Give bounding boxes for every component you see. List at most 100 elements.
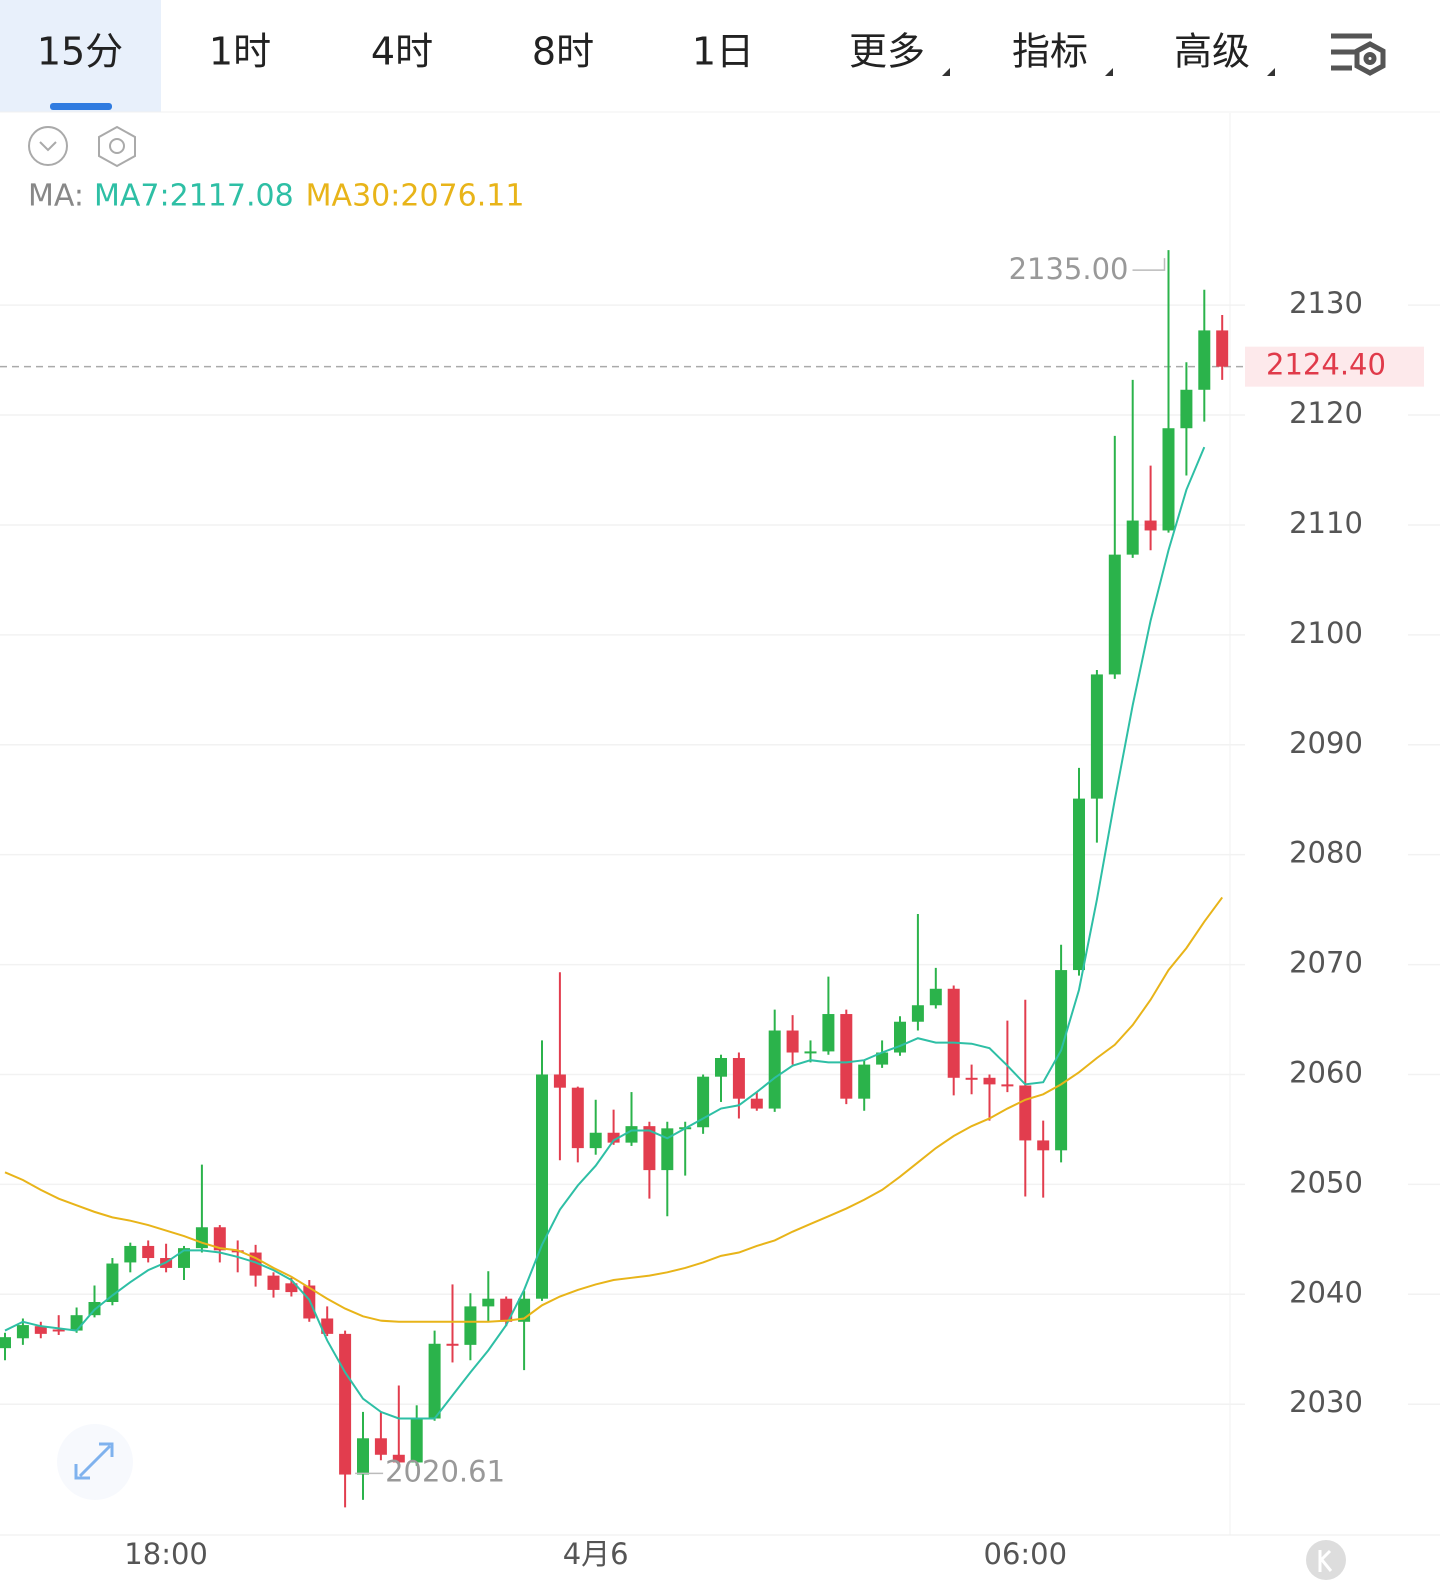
- ma-line: [4, 446, 1206, 1420]
- candle-body: [195, 1227, 208, 1249]
- candle-body: [374, 1438, 387, 1455]
- candle-body: [983, 1077, 996, 1085]
- candle-body: [876, 1052, 889, 1065]
- candle-body: [1001, 1084, 1014, 1087]
- ma-line: [4, 896, 1224, 1323]
- candle-body: [1019, 1085, 1032, 1141]
- tab[interactable]: 1时: [209, 30, 271, 74]
- candle-body: [822, 1014, 835, 1052]
- tab[interactable]: 4时: [371, 30, 433, 74]
- candle-body: [34, 1326, 47, 1334]
- candle-body: [1180, 389, 1193, 429]
- candle-body: [750, 1098, 763, 1109]
- candle-body: [339, 1333, 352, 1475]
- legend-item: MA30:2076.11: [306, 179, 525, 214]
- dropdown-mark: [1267, 68, 1275, 76]
- candle-body: [625, 1126, 638, 1143]
- y-tick-label: 2080: [1289, 836, 1363, 870]
- y-tick-label: 2130: [1289, 286, 1363, 320]
- candle-body: [965, 1077, 978, 1080]
- candle-body: [357, 1438, 369, 1475]
- candle-body: [0, 1337, 11, 1349]
- candle-body: [643, 1126, 656, 1171]
- tab[interactable]: 8时: [532, 30, 594, 74]
- tab[interactable]: 1日: [692, 30, 754, 74]
- candle-body: [697, 1076, 710, 1128]
- candle-body: [124, 1245, 137, 1263]
- candle-body: [1162, 428, 1175, 531]
- candle-body: [732, 1058, 745, 1099]
- y-tick-label: 2090: [1289, 726, 1363, 760]
- candle-body: [446, 1343, 459, 1346]
- tab[interactable]: 15分: [37, 30, 123, 74]
- candle-body: [482, 1298, 495, 1307]
- x-tick-label: 18:00: [124, 1537, 208, 1571]
- chart: MA: MA7:2117.08 MA30:2076.11 2030 2040 2050 20…: [0, 179, 1440, 1571]
- dropdown-mark: [1105, 68, 1113, 76]
- candle-body: [142, 1245, 155, 1259]
- last-price-bg: [1245, 346, 1424, 387]
- candle-body: [553, 1074, 566, 1088]
- x-tick-label: 4月6: [563, 1537, 629, 1571]
- candle-body: [70, 1315, 83, 1331]
- candle-body: [1216, 330, 1229, 367]
- candle-body: [410, 1418, 423, 1463]
- candle-body: [947, 988, 960, 1078]
- candle-body: [929, 988, 942, 1006]
- candle-body: [536, 1074, 548, 1299]
- y-tick-label: 2030: [1289, 1385, 1363, 1419]
- tab[interactable]: 指标: [1012, 30, 1088, 74]
- x-tick-label: 06:00: [984, 1537, 1068, 1571]
- legend-item: MA7:2117.08: [94, 179, 294, 214]
- candle-body: [1108, 554, 1121, 675]
- candle-body: [1037, 1140, 1050, 1151]
- settings-icon[interactable]: [1331, 33, 1386, 76]
- candle-body: [786, 1030, 799, 1053]
- candle-body: [1126, 520, 1139, 555]
- y-tick-label: 2060: [1289, 1055, 1363, 1089]
- y-tick-label: 2050: [1289, 1165, 1363, 1199]
- candle-body: [392, 1454, 405, 1463]
- candle-body: [428, 1343, 441, 1419]
- candle-body: [285, 1283, 298, 1293]
- candle-body: [321, 1318, 334, 1334]
- tab[interactable]: 更多: [849, 30, 925, 74]
- candle-body: [16, 1325, 29, 1339]
- candle-body: [589, 1132, 602, 1149]
- ma-prefix: MA:: [28, 179, 84, 214]
- dropdown-mark: [942, 68, 950, 76]
- y-tick-label: 2100: [1289, 616, 1363, 650]
- settings-hex-icon[interactable]: [98, 125, 136, 168]
- candle-body: [1198, 330, 1211, 390]
- y-tick-label: 2040: [1289, 1275, 1363, 1309]
- candle-body: [858, 1064, 871, 1099]
- candle-body: [213, 1227, 226, 1251]
- tab[interactable]: 高级: [1174, 30, 1250, 74]
- candle-body: [804, 1051, 817, 1054]
- k-button[interactable]: [1306, 1540, 1346, 1580]
- collapse-icon[interactable]: [28, 126, 68, 166]
- tab-underline: [50, 103, 112, 110]
- candle-body: [715, 1058, 727, 1077]
- candle-body: [500, 1298, 513, 1322]
- candle-body: [911, 1005, 924, 1022]
- candle-body: [1144, 520, 1157, 531]
- candle-body: [571, 1087, 584, 1149]
- expand-button[interactable]: [57, 1424, 133, 1500]
- tab-selected-bg: [0, 0, 161, 112]
- candle-body: [661, 1128, 674, 1171]
- high-label: 2135.00: [1009, 252, 1129, 286]
- candle-body: [840, 1014, 853, 1099]
- candle-body: [52, 1329, 65, 1332]
- candle-body: [267, 1275, 280, 1290]
- high-pointer: [1132, 258, 1166, 271]
- candle-body: [464, 1306, 477, 1345]
- candle-body: [1090, 674, 1103, 799]
- candle-body: [249, 1252, 262, 1276]
- y-tick-label: 2070: [1289, 946, 1363, 980]
- y-tick-label: 2110: [1289, 506, 1363, 540]
- candle-body: [607, 1132, 620, 1143]
- candle-body: [768, 1030, 781, 1109]
- y-tick-label: 2120: [1289, 396, 1363, 430]
- last-price-label: 2124.40: [1266, 348, 1386, 382]
